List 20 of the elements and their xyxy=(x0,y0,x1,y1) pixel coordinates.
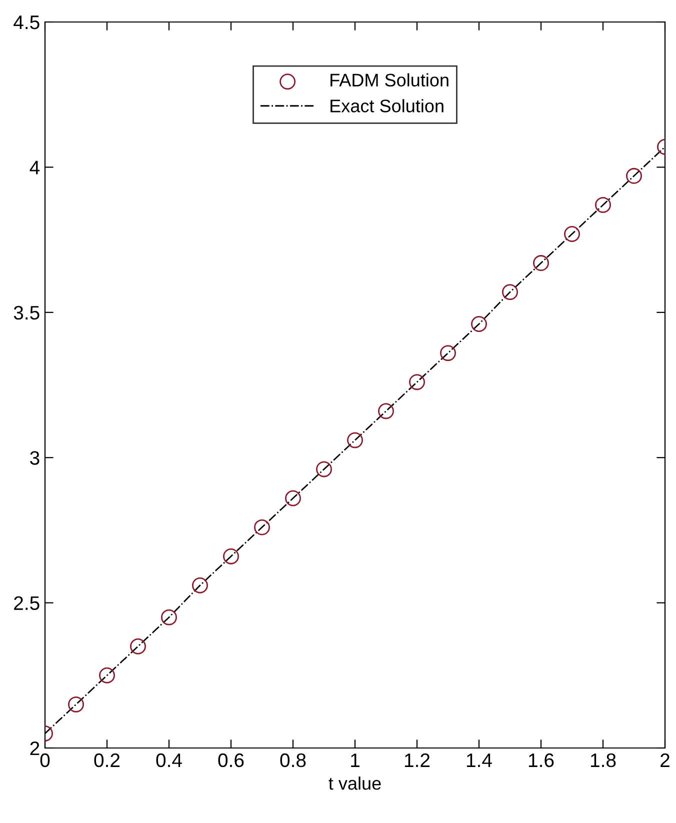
legend-label: Exact Solution xyxy=(330,99,444,112)
x-tick-label: 0 xyxy=(40,753,50,768)
x-tick-label: 0.8 xyxy=(280,753,306,768)
x-tick-label: 0.4 xyxy=(156,753,182,768)
x-tick-label: 1.8 xyxy=(590,753,616,768)
x-tick-label: 0.6 xyxy=(218,753,244,768)
legend-label: FADM Solution xyxy=(330,73,448,87)
x-tick-label: 0.2 xyxy=(94,753,120,768)
y-tick-label: 2.5 xyxy=(14,596,40,610)
y-tick-label: 3.5 xyxy=(14,306,40,320)
y-tick-label: 4 xyxy=(30,160,40,174)
y-tick-label: 4.5 xyxy=(14,16,40,30)
x-tick-label: 1.2 xyxy=(404,753,430,767)
x-tick-label: 1.4 xyxy=(466,754,492,767)
x-tick-label: 2 xyxy=(660,753,670,767)
x-tick-label: 1 xyxy=(351,754,360,767)
y-tick-label: 3 xyxy=(30,451,40,465)
y-tick-label: 2 xyxy=(30,741,40,756)
x-tick-label: 1.6 xyxy=(528,753,554,768)
x-axis-title: t value xyxy=(328,776,381,790)
